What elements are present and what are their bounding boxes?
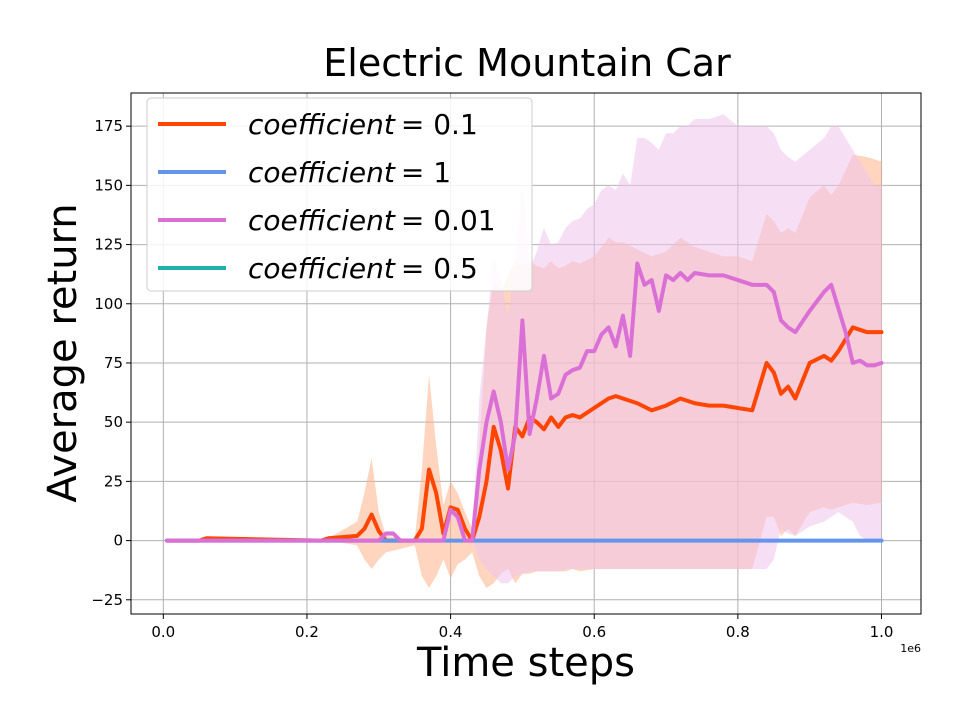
y-tick-label: 175 <box>94 117 123 135</box>
x-tick-label: 1.0 <box>870 623 894 641</box>
y-tick-label: 150 <box>94 176 123 194</box>
x-offset-label: 1e6 <box>900 642 921 655</box>
y-tick-label: 100 <box>94 295 123 313</box>
x-tick-label: 0.6 <box>582 623 606 641</box>
chart-title: Electric Mountain Car <box>323 41 731 85</box>
x-tick-label: 0.0 <box>151 623 175 641</box>
x-axis-title: Time steps <box>416 640 635 686</box>
y-tick-label: 0 <box>113 532 123 550</box>
line-series-2 <box>164 261 884 543</box>
y-tick-label: 125 <box>94 236 123 254</box>
plot-frame <box>130 92 922 615</box>
y-tick-label: 25 <box>104 472 123 490</box>
legend-label: coefficient = 0.5 <box>248 252 478 285</box>
y-tick-label: 50 <box>104 413 123 431</box>
legend-label-value: = 0.01 <box>401 204 496 237</box>
y-tick-label: −25 <box>91 591 123 609</box>
x-ticks: 0.0 0.2 0.4 0.6 0.8 1.0 <box>151 614 893 641</box>
y-tick-label: 75 <box>104 354 123 372</box>
legend-label-italic: coefficient <box>248 108 396 141</box>
x-tick-label: 0.4 <box>439 623 463 641</box>
legend-label-value: = 0.1 <box>401 108 478 141</box>
legend-label-value: = 1 <box>401 156 451 189</box>
series-lines <box>164 261 884 543</box>
legend-box <box>146 97 533 292</box>
legend-label: coefficient = 0.1 <box>248 108 478 141</box>
y-ticks: −25 0 25 50 75 100 125 150 175 <box>91 117 131 609</box>
y-axis-title: Average return <box>40 203 86 502</box>
legend-label: coefficient = 1 <box>248 156 451 189</box>
x-tick-label: 0.2 <box>295 623 319 641</box>
legend-label-value: = 0.5 <box>401 252 478 285</box>
legend-label-italic: coefficient <box>248 156 396 189</box>
x-tick-label: 0.8 <box>726 623 750 641</box>
legend-label-italic: coefficient <box>248 204 396 237</box>
legend-label: coefficient = 0.01 <box>248 204 496 237</box>
legend-label-italic: coefficient <box>248 252 396 285</box>
